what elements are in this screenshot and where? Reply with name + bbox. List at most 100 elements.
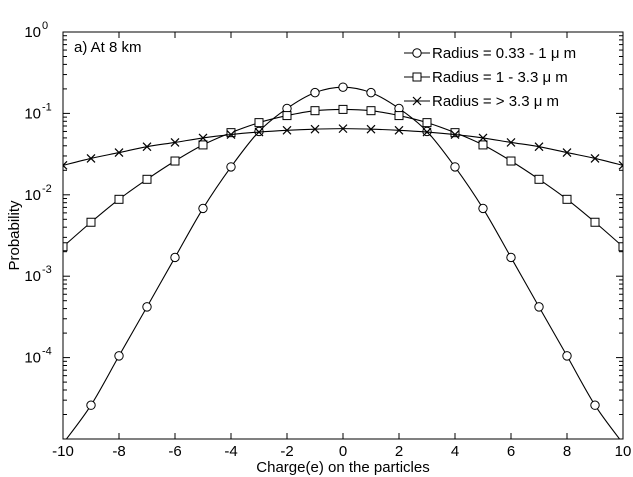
data-point <box>142 174 152 184</box>
data-point <box>63 242 68 252</box>
y-tick-label-base: 10 <box>24 24 41 41</box>
marker-x-stroke <box>254 127 264 137</box>
x-tick-label: 6 <box>507 443 515 460</box>
data-point <box>198 203 208 214</box>
data-point <box>506 156 516 166</box>
data-point <box>478 203 488 214</box>
data-point <box>590 217 600 227</box>
data-point <box>338 104 348 114</box>
data-point <box>394 125 404 135</box>
data-point <box>310 87 320 98</box>
data-point <box>226 128 236 138</box>
data-point <box>394 111 404 121</box>
legend-entry: Radius = > 3.3 μ m <box>404 93 559 110</box>
data-point <box>562 194 572 204</box>
data-point <box>310 124 320 134</box>
x-tick-label: -2 <box>280 443 293 460</box>
legend-marker <box>412 48 422 58</box>
data-point <box>478 133 488 143</box>
data-point <box>562 148 572 158</box>
data-point <box>198 140 208 150</box>
axis-ticks <box>62 31 624 439</box>
x-tick-label: 0 <box>339 443 347 460</box>
marker-x-stroke <box>310 124 320 134</box>
legend-label: Radius = > 3.3 μ m <box>432 93 559 110</box>
plot-area <box>63 82 623 439</box>
y-tick-label-base: 10 <box>24 350 41 367</box>
data-point <box>114 194 124 204</box>
y-tick-label-exponent: -2 <box>42 183 52 195</box>
data-point <box>338 82 348 92</box>
data-point <box>170 156 180 166</box>
x-tick-label: 8 <box>563 443 571 460</box>
data-point <box>170 137 180 147</box>
y-tick-label: 10 <box>24 105 41 122</box>
marker-x-stroke <box>478 133 488 143</box>
marker-x-stroke <box>142 142 152 152</box>
data-point <box>506 252 516 263</box>
data-point <box>366 106 376 116</box>
marker-x-stroke <box>366 124 376 134</box>
data-point <box>450 162 460 172</box>
data-point <box>142 142 152 152</box>
data-point <box>254 118 264 128</box>
data-point <box>282 111 292 121</box>
x-tick-label: -4 <box>224 443 237 460</box>
data-point <box>254 127 264 137</box>
data-point <box>198 133 208 143</box>
data-point <box>366 87 376 98</box>
marker-x-stroke <box>412 96 422 106</box>
marker-x-stroke <box>282 125 292 135</box>
legend-entry: Radius = 0.33 - 1 μ m <box>404 45 576 62</box>
marker-x-stroke <box>338 124 348 134</box>
legend: Radius = 0.33 - 1 μ m Radius = 1 - 3.3 μ … <box>404 45 576 110</box>
marker-x-stroke <box>618 160 623 167</box>
data-point <box>114 148 124 158</box>
y-tick-label: 10 <box>24 268 41 285</box>
marker-x-stroke <box>394 125 404 135</box>
y-tick-label-exponent: -3 <box>42 264 52 276</box>
data-point <box>366 124 376 134</box>
data-point <box>226 162 236 172</box>
legend-marker <box>412 72 422 82</box>
data-point <box>534 142 544 152</box>
marker-x-stroke <box>198 133 208 143</box>
marker-x-stroke <box>226 130 236 139</box>
marker-x-stroke <box>450 130 460 139</box>
y-tick-label: 10 <box>24 350 41 367</box>
legend-marker <box>412 96 422 106</box>
marker-x-stroke <box>114 148 124 158</box>
data-point <box>422 118 432 128</box>
data-point <box>450 128 460 138</box>
marker-x-stroke <box>86 153 96 163</box>
y-tick-label-exponent: 0 <box>42 20 48 32</box>
series-2 <box>63 104 623 252</box>
x-tick-label: 10 <box>615 443 632 460</box>
marker-x-stroke <box>63 160 68 167</box>
legend-label: Radius = 1 - 3.3 μ m <box>432 69 568 86</box>
x-tick-label: 2 <box>395 443 403 460</box>
panel-annotation: a) At 8 km <box>74 39 142 56</box>
x-tick-label: -6 <box>168 443 181 460</box>
data-point <box>422 127 432 137</box>
y-tick-label-exponent: -4 <box>42 346 52 358</box>
x-tick-label: -8 <box>112 443 125 460</box>
series-3 <box>63 124 623 170</box>
data-point <box>86 400 96 410</box>
marker-x-stroke <box>422 127 432 137</box>
data-point <box>170 252 180 263</box>
data-point <box>562 351 572 361</box>
data-point <box>282 125 292 135</box>
y-axis-title: Probability <box>6 200 23 271</box>
y-tick-label-exponent: -1 <box>42 101 52 113</box>
x-axis-title: Charge(e) on the particles <box>256 459 429 476</box>
data-point <box>590 153 600 163</box>
legend-label: Radius = 0.33 - 1 μ m <box>432 45 576 62</box>
data-point <box>86 217 96 227</box>
x-tick-label: 4 <box>451 443 459 460</box>
data-point <box>114 351 124 361</box>
marker-x-stroke <box>562 148 572 158</box>
data-point <box>86 153 96 163</box>
